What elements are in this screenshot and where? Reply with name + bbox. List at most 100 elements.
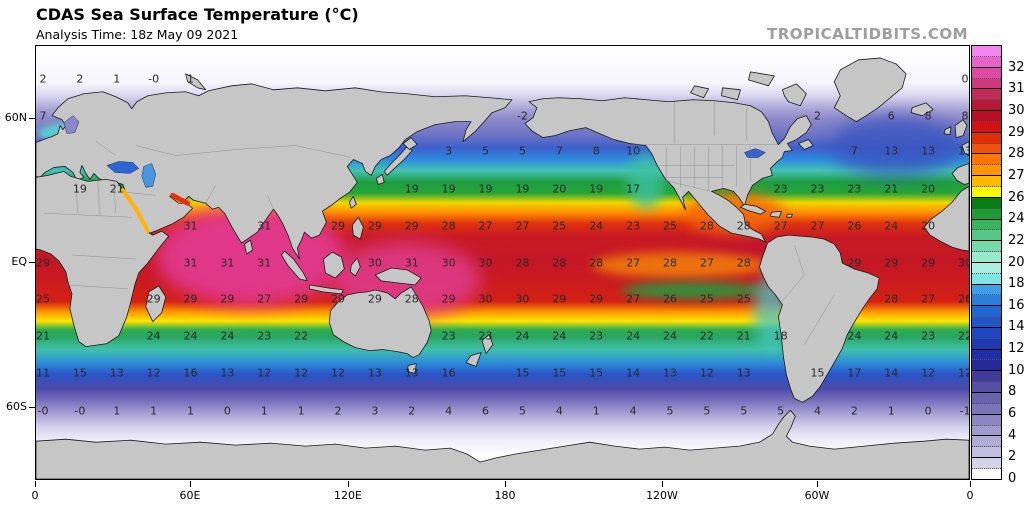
colorbar-cell	[972, 295, 1001, 307]
colorbar-cell	[972, 360, 1001, 372]
sst-value: 12	[294, 366, 309, 380]
y-axis-tick	[29, 407, 35, 408]
y-axis-label: EQ	[11, 255, 27, 268]
sst-value: 0	[961, 72, 969, 86]
island-cuba	[740, 203, 766, 215]
sst-value: 24	[662, 329, 677, 343]
sst-value: 17	[626, 182, 641, 196]
sst-value: 24	[847, 329, 862, 343]
sst-value: 27	[810, 219, 825, 233]
landmass-greenland	[833, 57, 907, 123]
sst-value: 4	[445, 404, 453, 418]
sst-value: 13	[220, 366, 235, 380]
colorbar-tick-label: 0	[1008, 471, 1017, 486]
continents-layer	[36, 57, 969, 479]
sst-value: -0	[148, 72, 160, 86]
colorbar-tick-label: 22	[1008, 232, 1024, 248]
sst-value: 31	[183, 219, 198, 233]
sst-value: 2	[334, 404, 342, 418]
island-madagascar	[145, 285, 167, 323]
sst-value: 5	[518, 404, 526, 418]
island-tasmania	[406, 363, 417, 374]
sst-value: 29	[367, 219, 382, 233]
sst-value: 23	[441, 329, 456, 343]
sst-value: 27	[257, 292, 272, 306]
colorbar-tick-label: 30	[1008, 102, 1024, 118]
sst-value: 17	[847, 366, 862, 380]
sst-value: 29	[404, 219, 419, 233]
sst-value: 1	[187, 72, 195, 86]
colorbar-cell	[972, 349, 1001, 361]
landmass-south-america	[759, 234, 880, 403]
sst-value: 28	[515, 256, 530, 270]
colorbar-cell	[972, 371, 1001, 383]
colorbar-tick-label: 4	[1008, 427, 1017, 443]
sst-value: 22	[958, 329, 969, 343]
sst-value: 29	[220, 292, 235, 306]
sst-value: 30	[478, 292, 493, 306]
colorbar-tick-label: 26	[1008, 189, 1024, 205]
sst-value: 2	[850, 404, 858, 418]
sst-value: 31	[220, 256, 235, 270]
x-axis-tick	[348, 481, 349, 487]
sst-value: 27	[699, 256, 714, 270]
sst-value: 14	[626, 366, 641, 380]
country-borders	[43, 101, 835, 345]
island-novaya-zemlya	[185, 73, 207, 91]
sst-value: 8	[924, 109, 932, 123]
subpolar-north-atlantic-cold	[831, 116, 961, 176]
island-borneo	[322, 251, 345, 279]
sst-value: 0	[223, 404, 231, 418]
sst-value: 21	[36, 329, 50, 343]
sst-value: 28	[736, 219, 751, 233]
sst-value: 25	[552, 219, 567, 233]
watermark: TROPICALTIDBITS.COM	[767, 25, 968, 43]
sst-value: 21	[109, 182, 124, 196]
sst-value: 28	[404, 292, 419, 306]
sst-value: 31	[257, 256, 272, 270]
sst-value: 19	[72, 182, 87, 196]
colorbar-cell	[972, 382, 1001, 393]
sst-value: 29	[847, 256, 862, 270]
colorbar-cell	[972, 154, 1001, 166]
colorbar-tick-label: 8	[1008, 384, 1017, 400]
island-victoria	[721, 87, 741, 101]
sst-value: 20	[921, 219, 936, 233]
island-japan-kyushu	[375, 174, 385, 185]
island-japan-honshu	[383, 146, 413, 176]
sst-value: 23	[847, 182, 862, 196]
colorbar-tick-label: 2	[1008, 449, 1017, 465]
sst-value: 16	[441, 366, 456, 380]
colorbar-cell	[972, 338, 1001, 350]
colorbar-tick-label: 31	[1008, 81, 1024, 97]
island-taiwan	[348, 195, 357, 209]
island-new-guinea	[374, 267, 422, 286]
colorbar-cell	[972, 403, 1001, 415]
colorbar-tick-label: 32	[1008, 59, 1024, 75]
sst-value: 13	[884, 144, 899, 158]
colorbar-cell	[972, 186, 1001, 198]
colorbar-cell	[972, 273, 1001, 285]
sst-value: 29	[36, 256, 50, 270]
island-puerto-rico	[785, 213, 793, 218]
sst-value: 28	[662, 256, 677, 270]
sst-value: -2	[516, 109, 528, 123]
landmass-france-west	[961, 141, 969, 156]
sst-value: 22	[699, 329, 714, 343]
baltic-sea	[63, 115, 80, 134]
colorbar-cell	[972, 436, 1001, 448]
colorbar-tick-label: 27	[1008, 167, 1024, 183]
x-axis-tick	[970, 481, 971, 487]
sst-value: 2	[76, 72, 84, 86]
sst-value: 28	[589, 256, 604, 270]
sst-value: 29	[146, 292, 161, 306]
sst-value: 28	[736, 256, 751, 270]
sst-value: 19	[441, 182, 456, 196]
x-axis-tick	[817, 481, 818, 487]
black-sea	[106, 161, 140, 174]
landmass-africa	[36, 171, 170, 348]
landmass-west-africa	[923, 185, 969, 252]
sst-value: 15	[72, 366, 87, 380]
sst-value: 4	[813, 404, 821, 418]
